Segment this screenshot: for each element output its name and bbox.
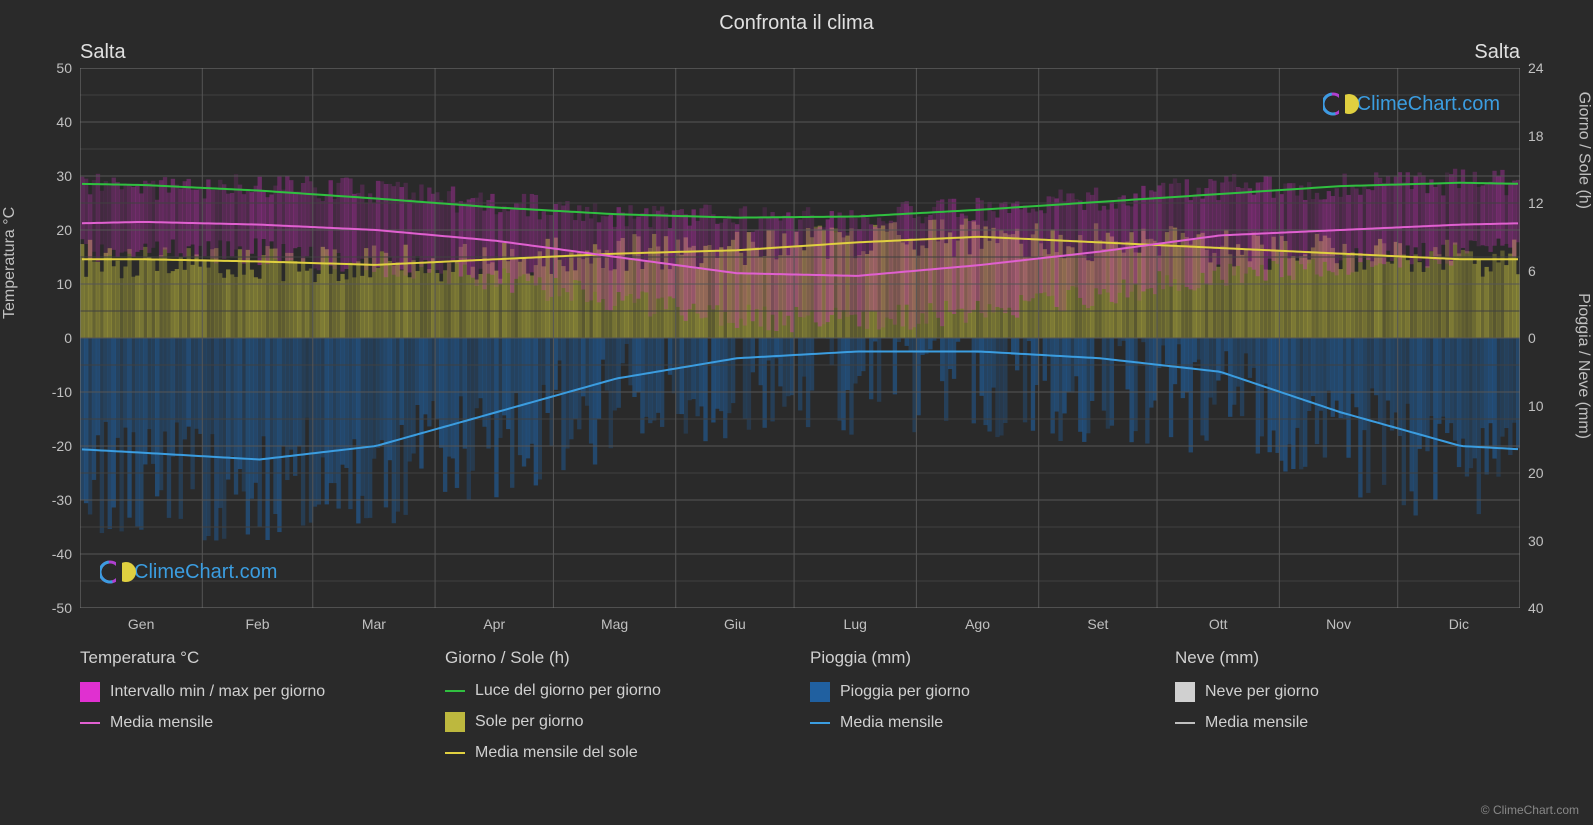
legend-label: Intervallo min / max per giorno [110,683,325,701]
x-tick-month: Mag [601,616,628,632]
y-tick-left: 0 [64,330,72,346]
legend-header: Pioggia (mm) [810,648,1155,668]
y-tick-right: 40 [1528,600,1544,616]
legend-col-temperature: Temperatura °C Intervallo min / max per … [80,648,425,774]
y-tick-left: 20 [56,222,72,238]
y-tick-left: 10 [56,276,72,292]
legend-item: Intervallo min / max per giorno [80,682,425,702]
swatch-icon [445,752,465,754]
swatch-icon [445,712,465,732]
legend-label: Media mensile del sole [475,744,638,762]
y-tick-right: 20 [1528,465,1544,481]
y-tick-right: 24 [1528,60,1544,76]
x-tick-month: Mar [362,616,386,632]
legend-label: Media mensile [840,714,943,732]
legend-col-snow: Neve (mm) Neve per giorno Media mensile [1175,648,1520,774]
swatch-icon [80,682,100,702]
city-label-right: Salta [1474,41,1520,64]
x-tick-month: Nov [1326,616,1351,632]
x-tick-month: Lug [844,616,867,632]
legend-item: Media mensile [1175,714,1520,732]
y-tick-right: 10 [1528,398,1544,414]
y-tick-left: -20 [52,438,72,454]
legend-col-rain: Pioggia (mm) Pioggia per giorno Media me… [810,648,1155,774]
y-tick-right: 12 [1528,195,1544,211]
swatch-icon [810,722,830,724]
y-axis-right-top-label: Giorno / Sole (h) [1574,92,1592,209]
legend-label: Sole per giorno [475,713,584,731]
legend: Temperatura °C Intervallo min / max per … [80,648,1520,774]
y-tick-right: 30 [1528,533,1544,549]
swatch-icon [810,682,830,702]
x-tick-month: Gen [128,616,154,632]
watermark-text: ClimeChart.com [134,561,277,584]
legend-label: Media mensile [110,714,213,732]
x-tick-month: Ago [965,616,990,632]
legend-item: Media mensile del sole [445,744,790,762]
y-tick-right: 0 [1528,330,1536,346]
chart-title: Confronta il clima [0,0,1593,35]
legend-label: Media mensile [1205,714,1308,732]
logo-icon [100,558,128,586]
x-tick-month: Giu [724,616,746,632]
y-tick-left: 30 [56,168,72,184]
y-axis-right-bottom-label: Pioggia / Neve (mm) [1574,293,1592,439]
legend-label: Neve per giorno [1205,683,1319,701]
city-label-left: Salta [80,41,126,64]
legend-header: Giorno / Sole (h) [445,648,790,668]
swatch-icon [80,722,100,724]
y-tick-left: 50 [56,60,72,76]
legend-col-daylight: Giorno / Sole (h) Luce del giorno per gi… [445,648,790,774]
x-tick-month: Feb [245,616,269,632]
legend-header: Neve (mm) [1175,648,1520,668]
legend-item: Pioggia per giorno [810,682,1155,702]
legend-header: Temperatura °C [80,648,425,668]
y-tick-left: 40 [56,114,72,130]
y-tick-right: 6 [1528,263,1536,279]
y-tick-left: -50 [52,600,72,616]
chart-plot-area: Salta Salta ClimeChart.com [80,68,1520,608]
watermark-text: ClimeChart.com [1357,93,1500,116]
swatch-icon [445,690,465,692]
y-axis-left-label: Temperatura °C [1,207,19,319]
legend-item: Media mensile [80,714,425,732]
x-tick-month: Ott [1209,616,1228,632]
logo-icon [1323,90,1351,118]
swatch-icon [1175,722,1195,724]
copyright-text: © ClimeChart.com [1481,803,1579,817]
watermark-bottom: ClimeChart.com [100,558,277,586]
legend-item: Neve per giorno [1175,682,1520,702]
y-tick-left: -30 [52,492,72,508]
legend-label: Luce del giorno per giorno [475,682,661,700]
legend-item: Sole per giorno [445,712,790,732]
x-tick-month: Apr [483,616,505,632]
x-tick-month: Dic [1449,616,1469,632]
y-tick-left: -10 [52,384,72,400]
legend-item: Luce del giorno per giorno [445,682,790,700]
swatch-icon [1175,682,1195,702]
x-tick-month: Set [1087,616,1108,632]
chart-svg [80,68,1520,608]
legend-item: Media mensile [810,714,1155,732]
legend-label: Pioggia per giorno [840,683,970,701]
y-tick-left: -40 [52,546,72,562]
watermark-top: ClimeChart.com [1323,90,1500,118]
y-tick-right: 18 [1528,128,1544,144]
